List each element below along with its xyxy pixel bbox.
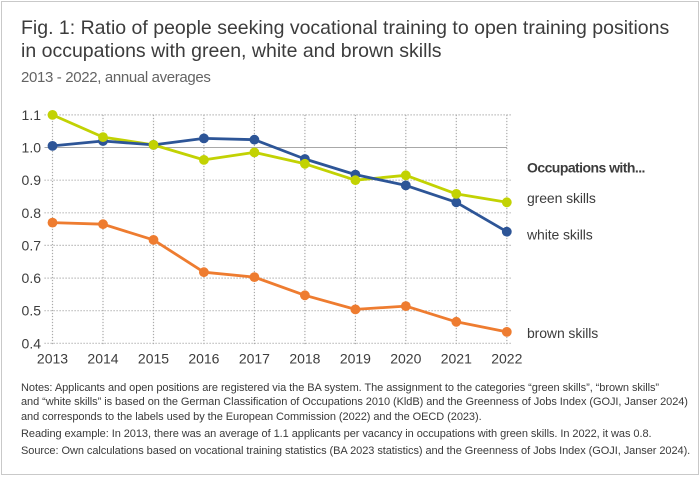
svg-text:2016: 2016 <box>188 351 219 367</box>
svg-text:0.6: 0.6 <box>22 270 42 286</box>
svg-text:2015: 2015 <box>138 351 169 367</box>
svg-text:0.4: 0.4 <box>22 335 42 351</box>
svg-text:2019: 2019 <box>340 351 371 367</box>
svg-text:2021: 2021 <box>441 351 472 367</box>
svg-text:0.7: 0.7 <box>22 237 42 253</box>
svg-text:1.0: 1.0 <box>22 140 42 156</box>
svg-text:2020: 2020 <box>390 351 421 367</box>
svg-text:0.5: 0.5 <box>22 303 42 319</box>
svg-text:2014: 2014 <box>87 351 118 367</box>
svg-text:1.1: 1.1 <box>22 107 42 123</box>
svg-text:white skills: white skills <box>526 227 593 243</box>
svg-text:2013: 2013 <box>37 351 68 367</box>
svg-text:0.8: 0.8 <box>22 205 42 221</box>
svg-text:0.9: 0.9 <box>22 172 42 188</box>
svg-text:2018: 2018 <box>289 351 320 367</box>
svg-text:2017: 2017 <box>239 351 270 367</box>
svg-text:green skills: green skills <box>527 190 596 206</box>
svg-text:2022: 2022 <box>491 351 522 367</box>
svg-text:Occupations with...: Occupations with... <box>527 160 645 176</box>
svg-text:brown skills: brown skills <box>527 325 598 341</box>
